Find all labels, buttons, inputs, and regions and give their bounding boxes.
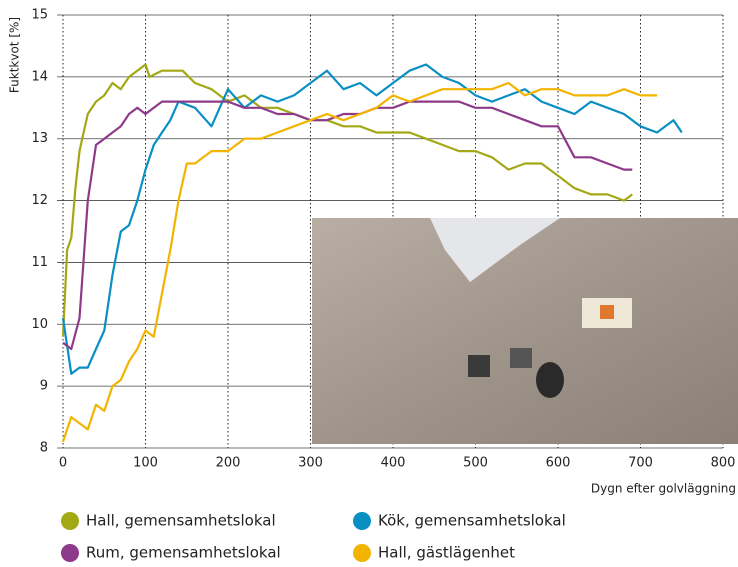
legend-label: Rum, gemensamhetslokal: [86, 544, 281, 562]
x-tick-label: 800: [711, 456, 736, 471]
x-tick-label: 700: [628, 456, 653, 471]
legend-marker: [61, 544, 79, 562]
y-tick-label: 14: [31, 69, 48, 84]
y-tick-label: 13: [31, 131, 48, 146]
legend-label: Hall, gemensamhetslokal: [86, 512, 276, 530]
y-tick-label: 11: [31, 255, 48, 270]
legend-marker: [61, 512, 79, 530]
data-line: [62, 100, 633, 351]
x-tick-label: 600: [546, 456, 571, 471]
y-tick-label: 12: [31, 193, 48, 208]
y-tick-label: 9: [40, 379, 48, 394]
data-line: [61, 81, 657, 443]
x-tick-label: 0: [59, 456, 67, 471]
x-tick-label: 500: [463, 456, 488, 471]
legend-label: Kök, gemensamhetslokal: [378, 512, 566, 530]
y-tick-label: 8: [40, 441, 48, 456]
x-axis-label: Dygn efter golvläggning: [591, 482, 736, 496]
x-tick-label: 300: [298, 456, 323, 471]
y-axis-label: Fuktkvot [%]: [8, 17, 22, 93]
y-tick-label: 15: [31, 8, 48, 23]
x-tick-label: 400: [381, 456, 406, 471]
data-line: [61, 63, 633, 337]
legend-marker: [353, 544, 371, 562]
x-tick-label: 100: [133, 456, 158, 471]
x-tick-label: 200: [216, 456, 241, 471]
y-tick-label: 10: [31, 317, 48, 332]
data-line: [61, 63, 683, 375]
legend-label: Hall, gästlägenhet: [378, 544, 515, 562]
photo-inset: [312, 218, 738, 444]
legend-marker: [353, 512, 371, 530]
